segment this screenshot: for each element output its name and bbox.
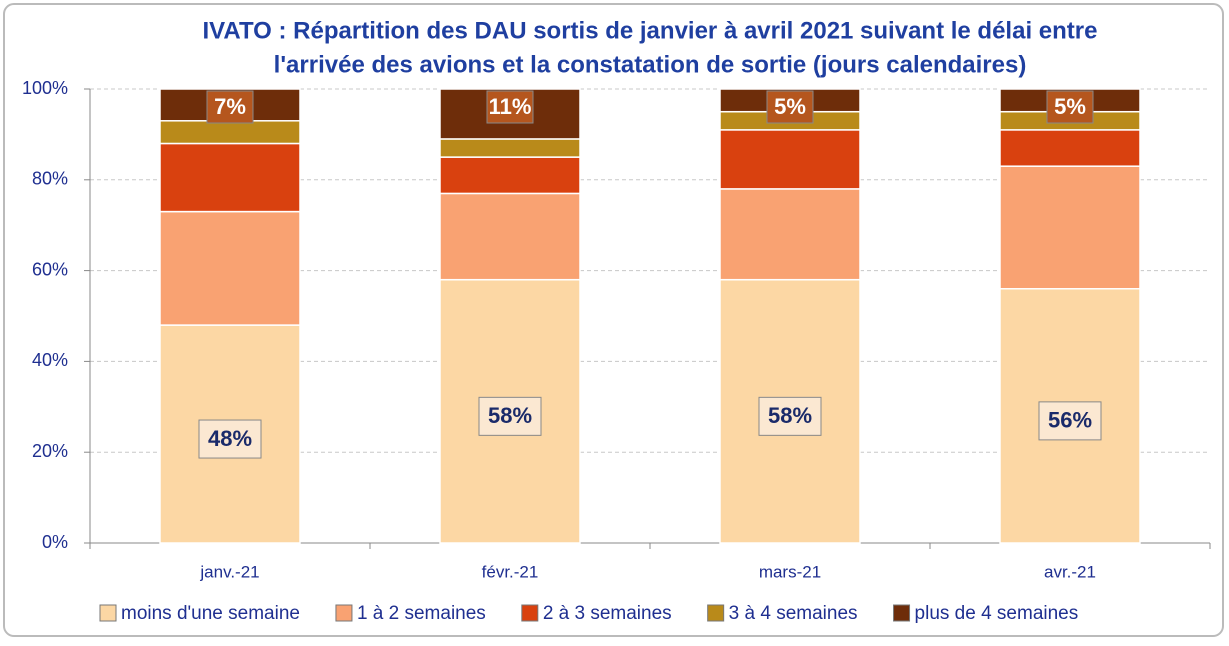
- data-label: 7%: [214, 94, 246, 119]
- bar-segment: [159, 120, 301, 145]
- legend-label: 3 à 4 semaines: [729, 603, 858, 624]
- data-label-box: [1038, 401, 1102, 441]
- legend-swatch: [893, 604, 911, 622]
- legend-swatch: [521, 604, 539, 622]
- data-label: 5%: [774, 94, 806, 119]
- x-tick-label: janv.-21: [199, 562, 259, 581]
- data-label: 5%: [1054, 94, 1086, 119]
- data-label-box: [478, 396, 542, 436]
- data-label: 48%: [208, 426, 252, 451]
- chart-title: IVATO : Répartition des DAU sortis de ja…: [203, 17, 1098, 44]
- legend-swatch: [335, 604, 353, 622]
- data-label: 56%: [1048, 408, 1092, 433]
- y-tick-label: 60%: [32, 259, 68, 279]
- legend-label: 2 à 3 semaines: [543, 603, 672, 624]
- chart-frame: [3, 3, 1224, 637]
- legend-label: plus de 4 semaines: [915, 603, 1079, 624]
- legend-swatch: [707, 604, 725, 622]
- legend-label: moins d'une semaine: [121, 603, 300, 624]
- data-label-box: [206, 90, 254, 124]
- data-label-box: [486, 90, 534, 124]
- data-label-box: [758, 396, 822, 436]
- x-tick-label: avr.-21: [1044, 562, 1096, 581]
- bar-segment: [719, 129, 861, 190]
- x-tick-label: mars-21: [759, 562, 821, 581]
- y-tick-label: 20%: [32, 441, 68, 461]
- data-label: 11%: [489, 94, 532, 119]
- data-label: 58%: [768, 403, 812, 428]
- bar-segment: [439, 156, 581, 195]
- legend-swatch: [99, 604, 117, 622]
- data-label-box: [198, 419, 262, 459]
- bar-segment: [999, 129, 1141, 167]
- bar-segment: [439, 192, 581, 281]
- data-label-box: [766, 90, 814, 124]
- chart-title: l'arrivée des avions et la constatation …: [274, 51, 1027, 78]
- bar-segment: [719, 188, 861, 281]
- legend-label: 1 à 2 semaines: [357, 603, 486, 624]
- bar-segment: [439, 138, 581, 158]
- y-tick-label: 40%: [32, 350, 68, 370]
- y-tick-label: 0%: [42, 532, 68, 552]
- bar-segment: [159, 142, 301, 213]
- data-label-box: [1046, 90, 1094, 124]
- y-tick-label: 80%: [32, 169, 68, 189]
- bar-segment: [999, 165, 1141, 290]
- bar-segment: [159, 210, 301, 326]
- data-label: 58%: [488, 403, 532, 428]
- x-tick-label: févr.-21: [482, 562, 539, 581]
- y-tick-label: 100%: [22, 78, 68, 98]
